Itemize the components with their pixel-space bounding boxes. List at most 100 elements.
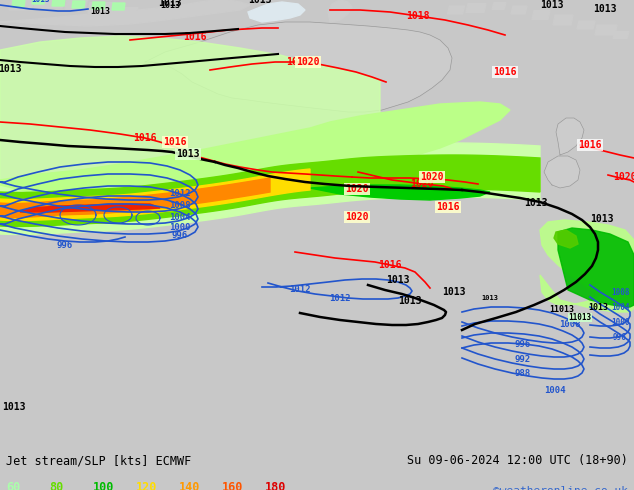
Text: 1013: 1013 [0, 64, 22, 74]
Polygon shape [492, 2, 506, 9]
Polygon shape [554, 230, 578, 248]
Text: 1013: 1013 [176, 149, 200, 159]
Polygon shape [0, 102, 510, 194]
Polygon shape [466, 3, 486, 13]
Text: 1016: 1016 [436, 202, 460, 212]
Polygon shape [32, 0, 45, 4]
Text: 1020: 1020 [420, 172, 444, 182]
Text: 992: 992 [515, 355, 531, 364]
Text: 1013: 1013 [160, 1, 180, 10]
Polygon shape [12, 0, 25, 7]
Polygon shape [532, 10, 550, 20]
Polygon shape [613, 31, 629, 39]
Text: 1013: 1013 [158, 0, 182, 8]
Text: 180: 180 [265, 481, 287, 490]
Text: 1016: 1016 [183, 32, 207, 42]
Text: 1013: 1013 [593, 4, 617, 14]
Text: Jet stream/SLP [kts] ECMWF: Jet stream/SLP [kts] ECMWF [6, 454, 191, 467]
Text: 11013: 11013 [569, 313, 592, 322]
Text: 160: 160 [222, 481, 243, 490]
Text: ©weatheronline.co.uk: ©weatheronline.co.uk [493, 486, 628, 490]
Text: 1016: 1016 [378, 260, 402, 270]
Text: 1004: 1004 [169, 213, 191, 222]
Polygon shape [0, 36, 380, 182]
Text: 1016: 1016 [163, 137, 187, 147]
Text: 1020: 1020 [346, 212, 369, 222]
Polygon shape [577, 21, 595, 29]
Text: 996: 996 [172, 231, 188, 240]
Text: 1020: 1020 [296, 57, 320, 67]
Text: 1012: 1012 [289, 285, 311, 294]
Text: 1013: 1013 [398, 296, 422, 306]
Text: 1013: 1013 [443, 287, 466, 297]
Polygon shape [72, 1, 85, 8]
Polygon shape [145, 22, 452, 112]
Polygon shape [328, 0, 352, 22]
Text: 120: 120 [136, 481, 157, 490]
Text: 1020: 1020 [346, 184, 369, 194]
Text: 1008: 1008 [169, 201, 191, 210]
Text: 1020: 1020 [410, 179, 434, 189]
Text: 1013: 1013 [90, 7, 110, 16]
Text: 1012: 1012 [329, 294, 351, 303]
Polygon shape [0, 169, 310, 220]
Text: 1016: 1016 [578, 140, 602, 150]
Polygon shape [0, 143, 540, 234]
Polygon shape [310, 185, 490, 200]
Polygon shape [553, 15, 573, 25]
Polygon shape [0, 178, 270, 218]
Polygon shape [556, 118, 584, 155]
Polygon shape [248, 2, 305, 22]
Polygon shape [564, 225, 576, 245]
Text: 1013: 1013 [31, 0, 49, 4]
Text: 140: 140 [179, 481, 200, 490]
Polygon shape [540, 220, 634, 312]
Text: 60: 60 [6, 481, 20, 490]
Text: 1013: 1013 [481, 295, 498, 301]
Polygon shape [115, 7, 138, 17]
Text: 1013: 1013 [540, 0, 564, 10]
Text: 1013: 1013 [386, 275, 410, 285]
Text: Su 09-06-2024 12:00 UTC (18+90): Su 09-06-2024 12:00 UTC (18+90) [407, 454, 628, 467]
Text: 80: 80 [49, 481, 63, 490]
Text: 1008: 1008 [611, 288, 630, 297]
Polygon shape [52, 0, 65, 6]
Text: 1016: 1016 [493, 67, 517, 77]
Text: 1000: 1000 [611, 318, 630, 327]
Text: 1004: 1004 [611, 303, 630, 312]
Text: 1012: 1012 [169, 189, 191, 198]
Polygon shape [0, 0, 250, 26]
Polygon shape [112, 3, 125, 10]
Polygon shape [20, 204, 160, 212]
Text: 1013: 1013 [590, 214, 614, 224]
Polygon shape [88, 2, 115, 14]
Polygon shape [65, 0, 88, 9]
Text: 1013: 1013 [588, 303, 608, 312]
Polygon shape [511, 6, 527, 14]
Polygon shape [0, 155, 540, 226]
Polygon shape [448, 6, 465, 14]
Text: 100: 100 [93, 481, 114, 490]
Polygon shape [595, 25, 617, 35]
Polygon shape [544, 156, 580, 188]
Text: 996: 996 [57, 241, 73, 250]
Polygon shape [92, 2, 105, 9]
Polygon shape [34, 0, 65, 8]
Polygon shape [558, 228, 634, 307]
Text: 1013: 1013 [524, 198, 548, 208]
Polygon shape [9, 0, 34, 10]
Text: 1013: 1013 [249, 0, 272, 5]
Text: 1018: 1018 [406, 11, 430, 21]
Text: 988: 988 [515, 369, 531, 378]
Text: 996: 996 [515, 340, 531, 349]
Text: 996: 996 [613, 333, 627, 342]
Text: 1020: 1020 [613, 172, 634, 182]
Text: 1008: 1008 [559, 320, 581, 329]
Polygon shape [352, 135, 374, 156]
Text: 1000: 1000 [169, 223, 191, 232]
Text: 1013: 1013 [3, 402, 26, 412]
Polygon shape [583, 236, 593, 254]
Text: 1016: 1016 [133, 133, 157, 143]
Text: 1004: 1004 [544, 386, 566, 395]
Text: 1020: 1020 [286, 57, 310, 67]
